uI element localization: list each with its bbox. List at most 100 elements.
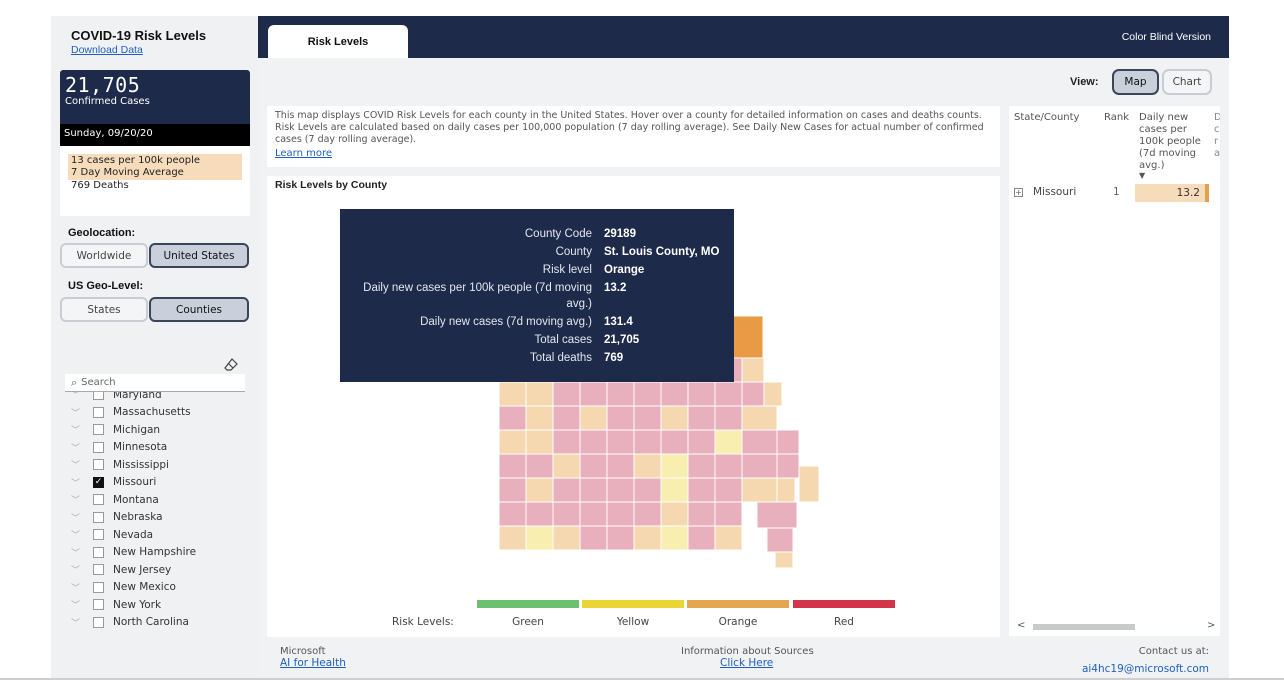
checkbox[interactable]: [93, 441, 104, 453]
download-data-link[interactable]: Download Data: [71, 44, 143, 56]
checkbox[interactable]: [93, 546, 104, 558]
county-cell[interactable]: [552, 525, 581, 551]
chevron-down-icon[interactable]: ﹀: [71, 513, 81, 524]
county-cell[interactable]: [776, 477, 796, 503]
checkbox[interactable]: [93, 616, 104, 628]
county-cell[interactable]: [714, 453, 743, 479]
county-cell[interactable]: [552, 453, 581, 479]
county-cell[interactable]: [633, 381, 662, 407]
county-cell[interactable]: [687, 453, 716, 479]
slicer-item[interactable]: ﹀ Maryland: [65, 392, 162, 403]
county-cell[interactable]: [766, 527, 794, 553]
county-cell[interactable]: [763, 381, 783, 407]
county-cell[interactable]: [499, 381, 527, 407]
county-cell[interactable]: [552, 381, 581, 407]
county-cell[interactable]: [741, 405, 778, 431]
scroll-left-icon[interactable]: <: [1017, 620, 1026, 631]
county-cell[interactable]: [525, 429, 554, 455]
county-cell[interactable]: [606, 477, 635, 503]
worldwide-button[interactable]: Worldwide: [60, 243, 148, 268]
county-cell[interactable]: [525, 381, 554, 407]
county-cell[interactable]: [660, 453, 689, 479]
ai-for-health-link[interactable]: AI for Health: [280, 657, 346, 669]
slicer-item[interactable]: ﹀ New Hampshire: [65, 544, 196, 561]
county-cell[interactable]: [499, 477, 527, 503]
county-cell[interactable]: [660, 405, 689, 431]
county-cell[interactable]: [606, 501, 635, 527]
county-cell[interactable]: [633, 429, 662, 455]
county-cell[interactable]: [687, 429, 716, 455]
county-cell[interactable]: [660, 525, 689, 551]
clear-selections-eraser-icon[interactable]: [224, 358, 238, 372]
county-cell[interactable]: [798, 465, 820, 503]
county-cell[interactable]: [633, 501, 662, 527]
county-cell[interactable]: [660, 501, 689, 527]
chevron-down-icon[interactable]: ﹀: [71, 618, 81, 629]
checkbox[interactable]: [93, 511, 104, 523]
slicer-item[interactable]: ﹀ Minnesota: [65, 439, 167, 456]
chevron-down-icon[interactable]: ﹀: [71, 408, 81, 419]
chevron-down-icon[interactable]: ﹀: [71, 496, 81, 506]
county-cell[interactable]: [499, 429, 527, 455]
county-cell[interactable]: [552, 501, 581, 527]
county-cell[interactable]: [579, 477, 608, 503]
county-cell[interactable]: [633, 477, 662, 503]
view-map-button[interactable]: Map: [1112, 69, 1159, 95]
county-cell[interactable]: [552, 477, 581, 503]
county-cell[interactable]: [606, 429, 635, 455]
county-cell[interactable]: [606, 453, 635, 479]
county-cell[interactable]: [687, 477, 716, 503]
chevron-down-icon[interactable]: ﹀: [71, 478, 81, 489]
county-cell[interactable]: [714, 381, 743, 407]
scrollbar-thumb[interactable]: [1033, 624, 1135, 630]
checkbox[interactable]: [93, 494, 104, 505]
chevron-down-icon[interactable]: ﹀: [71, 461, 81, 471]
color-blind-version-link[interactable]: Color Blind Version: [1121, 31, 1211, 43]
county-cell[interactable]: [774, 551, 794, 569]
county-cell[interactable]: [687, 381, 716, 407]
slicer-item[interactable]: ﹀ New Mexico: [65, 579, 176, 596]
county-cell[interactable]: [660, 429, 689, 455]
slicer-item[interactable]: ﹀ Nebraska: [65, 509, 163, 526]
chevron-down-icon[interactable]: ﹀: [71, 426, 81, 436]
county-cell[interactable]: [525, 525, 554, 551]
counties-button[interactable]: Counties: [149, 297, 249, 322]
chevron-down-icon[interactable]: ﹀: [71, 548, 81, 559]
slicer-item[interactable]: ﹀ New Jersey: [65, 561, 171, 578]
states-button[interactable]: States: [60, 297, 148, 322]
chevron-down-icon[interactable]: ﹀: [71, 392, 81, 401]
county-cell[interactable]: [579, 381, 608, 407]
county-cell[interactable]: [579, 501, 608, 527]
county-cell[interactable]: [687, 501, 716, 527]
learn-more-link[interactable]: Learn more: [275, 148, 333, 159]
chevron-down-icon[interactable]: ﹀: [71, 531, 81, 541]
slicer-search[interactable]: ⌕ Search: [65, 374, 245, 392]
county-cell[interactable]: [756, 501, 798, 529]
county-cell[interactable]: [633, 453, 662, 479]
checkbox[interactable]: [93, 529, 104, 540]
slicer-item[interactable]: ﹀ Massachusetts: [65, 404, 191, 421]
county-cell[interactable]: [741, 381, 765, 407]
table-horizontal-scrollbar[interactable]: < >: [1015, 620, 1215, 631]
county-cell[interactable]: [499, 453, 527, 479]
county-cell[interactable]: [552, 429, 581, 455]
county-cell[interactable]: [741, 429, 778, 455]
slicer-item[interactable]: ﹀ Nevada: [65, 526, 153, 543]
county-cell[interactable]: [579, 525, 608, 551]
county-cell[interactable]: [741, 357, 765, 383]
county-cell[interactable]: [499, 525, 527, 551]
checkbox[interactable]: [93, 392, 104, 400]
chevron-down-icon[interactable]: ﹀: [71, 583, 81, 594]
county-cell[interactable]: [687, 405, 716, 431]
county-cell[interactable]: [714, 429, 743, 455]
col-header-rank[interactable]: Rank: [1104, 112, 1129, 123]
county-cell[interactable]: [687, 525, 716, 551]
tab-risk-levels[interactable]: Risk Levels: [268, 25, 408, 58]
county-cell[interactable]: [525, 453, 554, 479]
county-cell[interactable]: [660, 381, 689, 407]
county-cell[interactable]: [741, 477, 778, 503]
county-cell[interactable]: [606, 525, 635, 551]
checkbox[interactable]: [93, 581, 104, 593]
sources-click-here-link[interactable]: Click Here: [720, 657, 774, 669]
slicer-item[interactable]: ﹀ North Carolina: [65, 614, 189, 631]
